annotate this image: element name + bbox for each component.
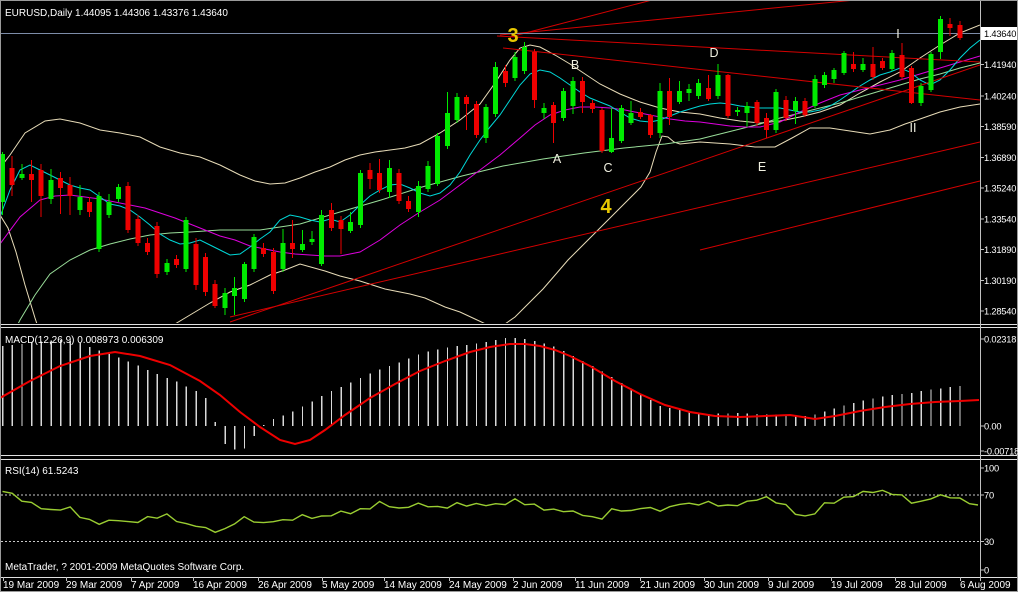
svg-text:-0.00718: -0.00718 [984,447,1018,457]
svg-text:19 Mar 2009: 19 Mar 2009 [3,580,60,591]
svg-text:14 May 2009: 14 May 2009 [384,580,442,591]
svg-text:16 Apr 2009: 16 Apr 2009 [193,580,247,591]
svg-text:1.41940: 1.41940 [984,60,1016,70]
svg-text:3: 3 [507,25,518,47]
svg-text:C: C [603,161,612,175]
svg-text:30 Jun 2009: 30 Jun 2009 [704,580,759,591]
svg-text:D: D [709,46,718,60]
svg-text:1.36890: 1.36890 [984,153,1016,163]
svg-text:1.30190: 1.30190 [984,276,1016,286]
svg-text:EURUSD,Daily 1.44095 1.44306: EURUSD,Daily 1.44095 1.44306 1.43376 1.4… [5,8,228,19]
svg-text:7 Apr 2009: 7 Apr 2009 [131,580,180,591]
svg-text:A: A [553,152,562,166]
svg-text:70: 70 [984,491,994,501]
svg-text:1.33540: 1.33540 [984,215,1016,225]
svg-text:1.31890: 1.31890 [984,245,1016,255]
svg-text:0: 0 [984,566,989,576]
svg-text:1.43640: 1.43640 [984,29,1016,39]
svg-text:6 Aug 2009: 6 Aug 2009 [960,580,1011,591]
svg-text:1.28540: 1.28540 [984,306,1016,316]
svg-text:5 May 2009: 5 May 2009 [322,580,375,591]
svg-text:1.35240: 1.35240 [984,183,1016,193]
svg-text:9 Jul 2009: 9 Jul 2009 [768,580,815,591]
svg-text:26 Apr 2009: 26 Apr 2009 [258,580,312,591]
svg-text:30: 30 [984,537,994,547]
svg-text:28 Jul 2009: 28 Jul 2009 [895,580,947,591]
svg-text:1.40240: 1.40240 [984,91,1016,101]
svg-text:2 Jun 2009: 2 Jun 2009 [513,580,563,591]
svg-text:21 Jun 2009: 21 Jun 2009 [640,580,695,591]
svg-text:MACD(12,26,9) 0.008973 0.00630: MACD(12,26,9) 0.008973 0.006309 [5,335,164,346]
svg-text:4: 4 [600,196,612,218]
svg-text:0.02318: 0.02318 [984,335,1016,345]
svg-text:RSI(14) 61.5243: RSI(14) 61.5243 [5,466,79,477]
svg-text:24 May 2009: 24 May 2009 [449,580,507,591]
svg-text:I: I [896,27,899,41]
svg-text:29 Mar 2009: 29 Mar 2009 [66,580,123,591]
svg-text:E: E [758,160,766,174]
svg-text:MetaTrader, ? 2001-2009 MetaQu: MetaTrader, ? 2001-2009 MetaQuotes Softw… [5,562,244,573]
svg-text:11 Jun 2009: 11 Jun 2009 [575,580,630,591]
svg-text:0.00: 0.00 [984,422,1001,432]
svg-text:100: 100 [984,464,999,474]
svg-text:19 Jul 2009: 19 Jul 2009 [831,580,883,591]
svg-text:B: B [571,58,579,72]
svg-text:1.38590: 1.38590 [984,122,1016,132]
svg-text:II: II [910,121,917,135]
